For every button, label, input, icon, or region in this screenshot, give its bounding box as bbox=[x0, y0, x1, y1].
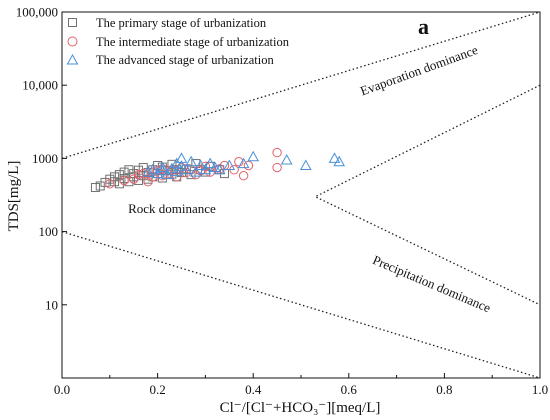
square-point bbox=[143, 174, 153, 184]
circle-point bbox=[272, 162, 282, 173]
triangle-point bbox=[280, 153, 293, 165]
triangle-point bbox=[151, 167, 164, 179]
triangle-point bbox=[161, 168, 174, 180]
triangle-point bbox=[146, 163, 159, 175]
series-square bbox=[90, 159, 230, 193]
circle-point bbox=[272, 147, 282, 158]
square-point bbox=[186, 170, 196, 180]
square-point bbox=[167, 159, 177, 169]
legend: The primary stage of urbanization The in… bbox=[66, 16, 290, 67]
legend-item-primary: The primary stage of urbanization bbox=[68, 16, 267, 30]
circle-point bbox=[234, 157, 244, 167]
legend-square-marker bbox=[68, 18, 77, 27]
circle-point bbox=[105, 179, 115, 189]
x-tick-label: 0.8 bbox=[436, 382, 452, 397]
triangle-point bbox=[185, 155, 197, 167]
triangle-point bbox=[156, 161, 169, 172]
triangle-point bbox=[175, 152, 188, 163]
legend-circle-marker bbox=[67, 36, 78, 47]
x-tick-label: 1.0 bbox=[532, 382, 548, 397]
circle-point bbox=[119, 175, 129, 186]
triangle-point bbox=[166, 162, 178, 174]
y-axis-label: TDS[mg/L] bbox=[6, 161, 22, 232]
square-point bbox=[100, 177, 110, 187]
triangle-point bbox=[213, 163, 226, 175]
series-triangle bbox=[142, 150, 346, 180]
triangle-point bbox=[209, 161, 221, 172]
circle-point bbox=[143, 177, 153, 187]
dominance-boundaries bbox=[61, 11, 541, 379]
y-tick-label: 100 bbox=[39, 224, 59, 239]
y-tick-label: 1000 bbox=[32, 151, 58, 166]
circle-point bbox=[200, 161, 211, 171]
triangle-point bbox=[156, 164, 169, 176]
triangle-point bbox=[180, 163, 193, 175]
triangle-point bbox=[223, 159, 236, 170]
triangle-point bbox=[194, 159, 207, 170]
legend-label: The primary stage of urbanization bbox=[96, 16, 267, 30]
region-label: Rock dominance bbox=[128, 201, 216, 216]
legend-triangle-marker bbox=[66, 53, 79, 65]
circle-point bbox=[129, 174, 139, 184]
legend-item-intermediate: The intermediate stage of urbanization bbox=[67, 35, 290, 49]
region-label: Precipitation dominance bbox=[371, 252, 494, 315]
circle-point bbox=[148, 172, 158, 182]
circle-point bbox=[133, 169, 144, 180]
legend-label: The advanced stage of urbanization bbox=[96, 53, 274, 67]
dominance-boundary-line bbox=[61, 230, 541, 379]
x-tick-label: 0.0 bbox=[54, 382, 70, 397]
dominance-boundary-line bbox=[61, 11, 541, 160]
region-labels: Evaporation dominance Rock dominance Preci… bbox=[128, 42, 493, 316]
triangle-point bbox=[333, 155, 346, 167]
x-tick-label: 0.2 bbox=[149, 382, 165, 397]
legend-label: The intermediate stage of urbanization bbox=[96, 35, 290, 49]
square-point bbox=[90, 183, 100, 193]
triangle-point bbox=[247, 150, 260, 162]
square-point bbox=[129, 169, 139, 179]
triangle-point bbox=[328, 152, 341, 163]
x-tick-label: 0.4 bbox=[245, 382, 262, 397]
y-tick-label: 10 bbox=[45, 297, 58, 312]
x-axis-label: Cl⁻/[Cl⁻+HCO₃⁻][meq/L] bbox=[220, 400, 381, 416]
square-point bbox=[110, 172, 120, 182]
panel-label: a bbox=[418, 14, 429, 39]
legend-item-advanced: The advanced stage of urbanization bbox=[66, 53, 274, 67]
triangle-point bbox=[170, 165, 183, 177]
square-point bbox=[105, 174, 115, 184]
triangle-point bbox=[189, 166, 202, 177]
dominance-boundary-line bbox=[313, 84, 541, 306]
triangle-point bbox=[299, 159, 312, 170]
y-tick-label: 100,000 bbox=[16, 5, 58, 20]
y-tick-label: 10,000 bbox=[22, 78, 58, 93]
triangle-point bbox=[142, 166, 154, 177]
axis-ticks: 0.0 0.2 0.4 0.6 0.8 1.0 10 100 1000 10,000 100,000 bbox=[16, 5, 548, 398]
circle-point bbox=[238, 171, 249, 181]
x-tick-label: 0.6 bbox=[341, 382, 358, 397]
square-point bbox=[133, 165, 143, 175]
square-point bbox=[124, 177, 134, 187]
circle-point bbox=[205, 167, 215, 177]
square-point bbox=[133, 175, 143, 185]
triangle-point bbox=[204, 157, 217, 169]
triangle-point bbox=[237, 157, 250, 169]
square-point bbox=[110, 177, 120, 187]
triangle-point bbox=[199, 163, 212, 175]
data-points bbox=[90, 147, 346, 193]
square-point bbox=[114, 179, 124, 189]
triangle-point bbox=[175, 160, 188, 171]
region-label: Evaporation dominance bbox=[358, 42, 480, 99]
